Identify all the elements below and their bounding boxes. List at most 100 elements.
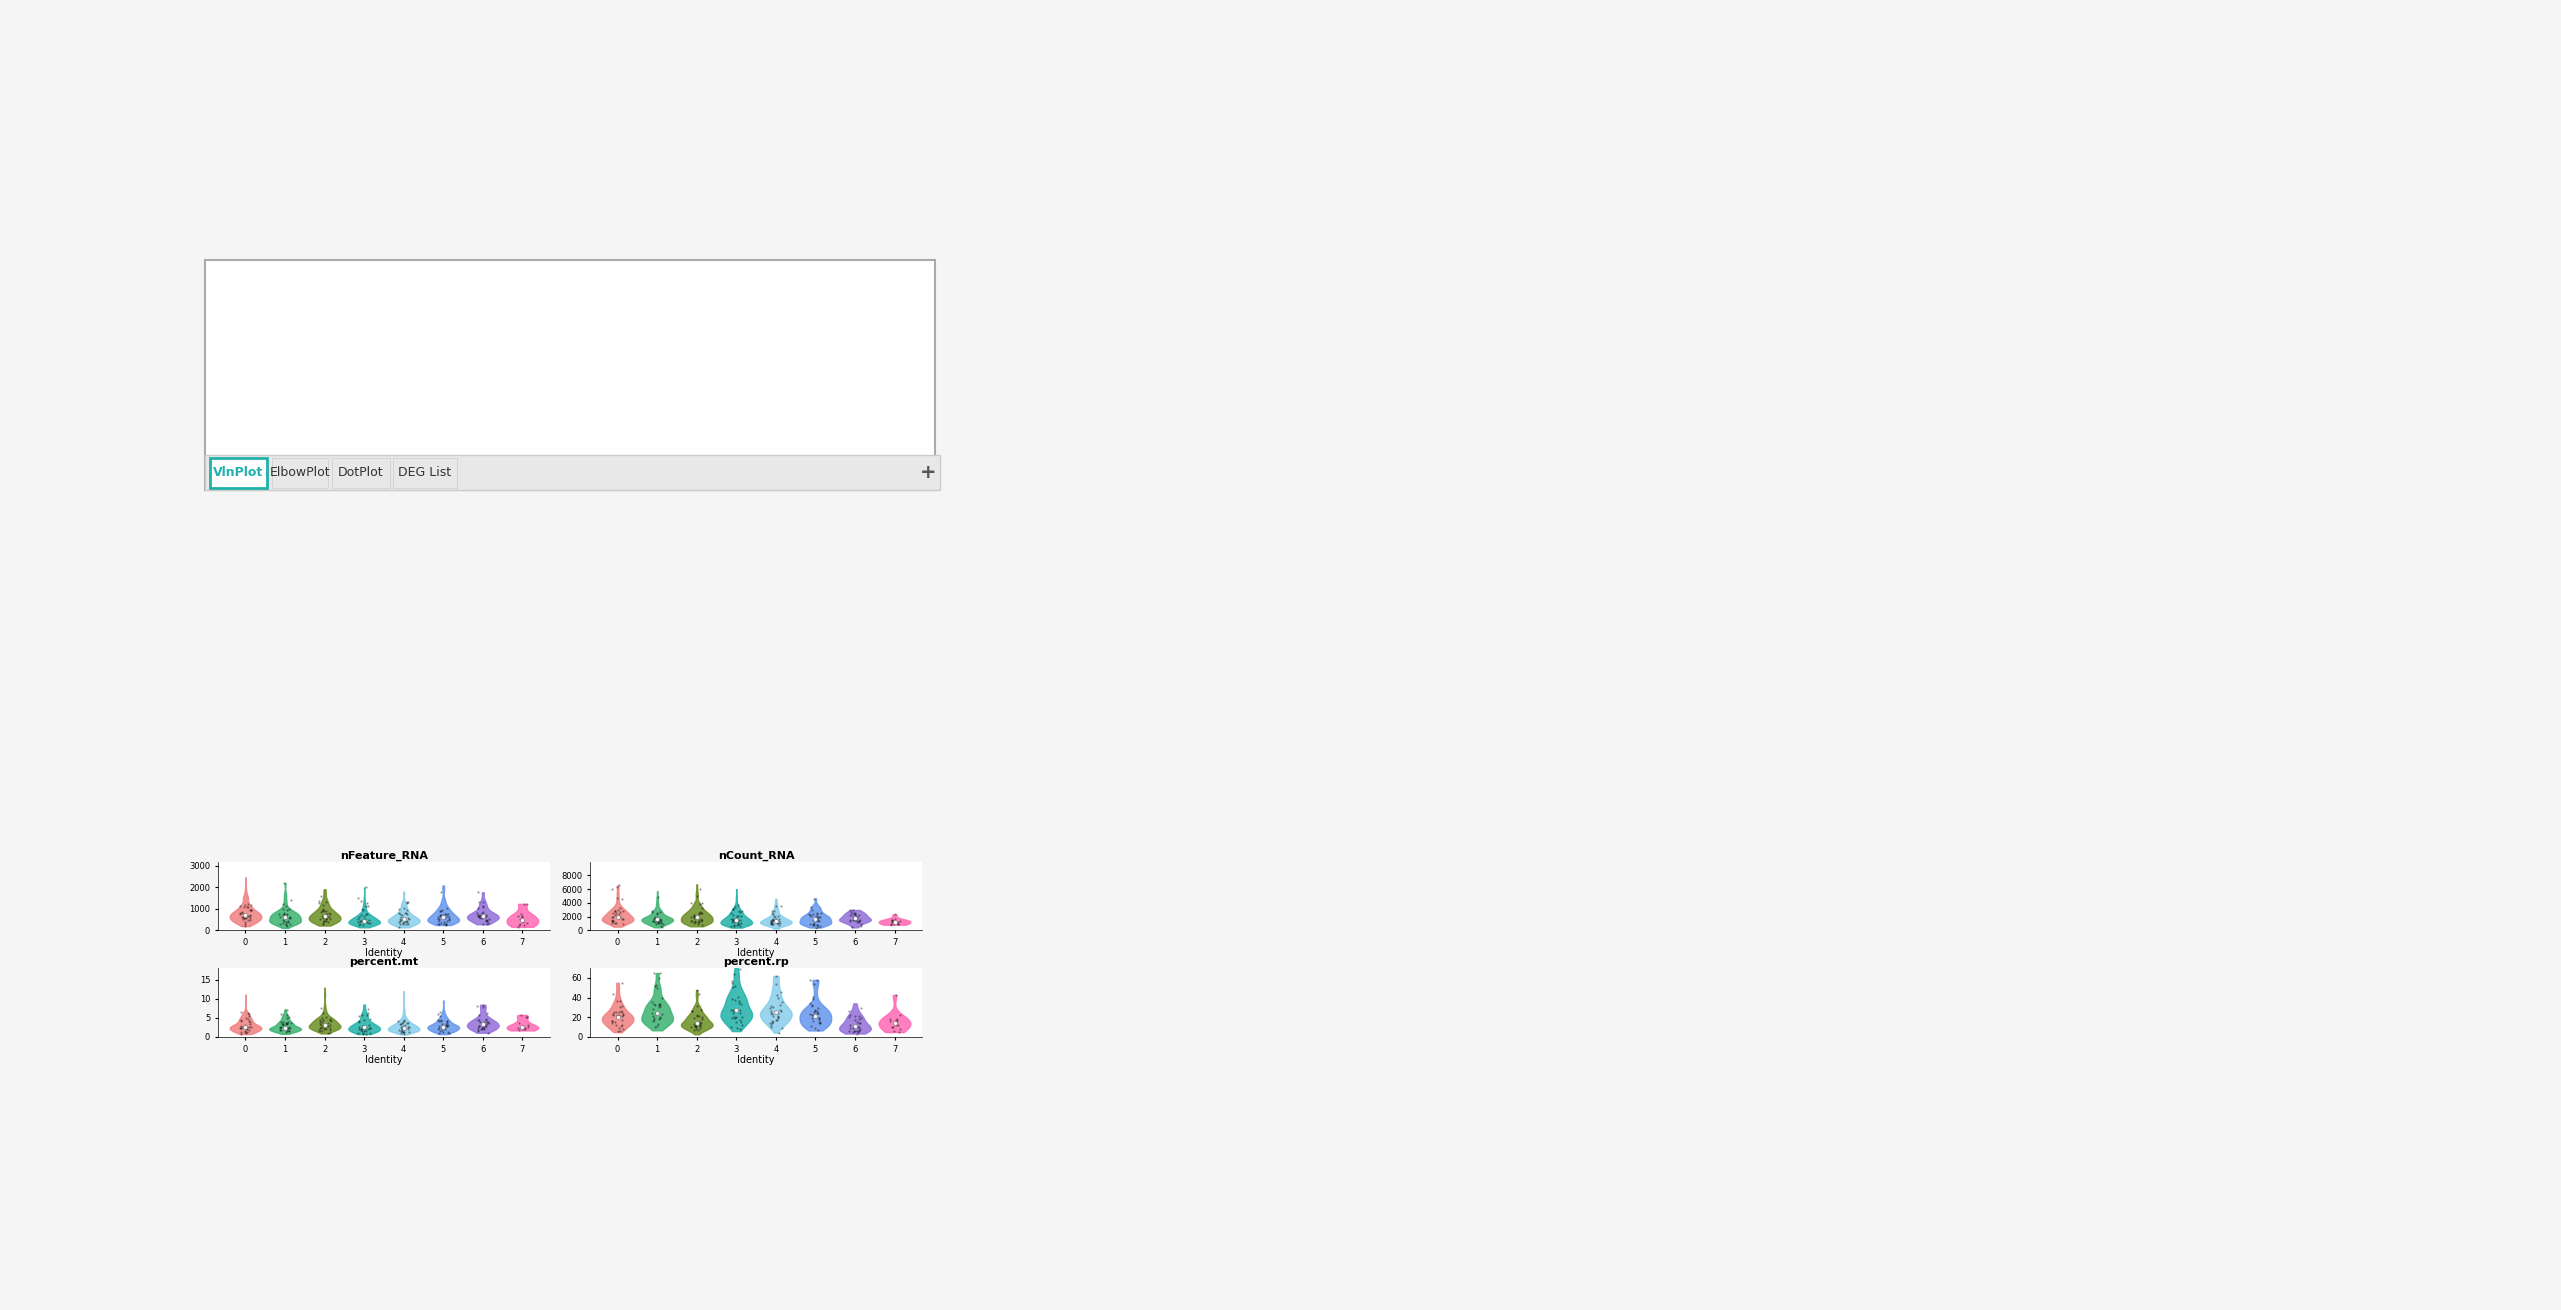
Point <box>343 910 384 931</box>
Point <box>310 1017 351 1038</box>
Point <box>302 1018 343 1039</box>
Point <box>420 1020 461 1041</box>
Point <box>633 901 674 922</box>
Point <box>592 910 633 931</box>
Point <box>602 1003 643 1024</box>
Point <box>343 1009 384 1030</box>
Point <box>796 914 837 935</box>
Point <box>261 1011 302 1032</box>
Point <box>878 1019 919 1040</box>
Point <box>425 910 466 931</box>
Point <box>676 996 717 1017</box>
Point <box>220 1017 261 1038</box>
Point <box>417 910 458 931</box>
Point <box>379 908 420 929</box>
Title: nCount_RNA: nCount_RNA <box>717 850 794 861</box>
Point <box>346 876 387 897</box>
Point <box>464 1017 505 1038</box>
Point <box>640 993 681 1014</box>
Point <box>643 914 684 935</box>
Point <box>592 879 633 900</box>
Point <box>505 1018 545 1039</box>
Point <box>755 909 796 930</box>
Point <box>302 1017 343 1038</box>
Point <box>712 973 753 994</box>
Point <box>384 897 425 918</box>
Point <box>220 907 261 927</box>
Point <box>230 905 271 926</box>
Point <box>679 903 720 924</box>
Point <box>794 973 835 994</box>
Point <box>635 909 676 930</box>
Point <box>464 996 505 1017</box>
Point <box>269 1013 310 1034</box>
Point <box>225 1007 266 1028</box>
Point <box>423 1017 464 1038</box>
Point <box>599 903 640 924</box>
Point <box>497 905 538 926</box>
Point <box>502 907 543 927</box>
Point <box>796 907 837 927</box>
Point <box>676 1005 717 1026</box>
Point <box>750 912 791 933</box>
Point <box>230 1014 271 1035</box>
Point <box>382 1018 423 1039</box>
Point <box>717 1018 758 1039</box>
Point <box>638 912 679 933</box>
Point <box>597 1014 638 1035</box>
Point <box>796 997 837 1018</box>
Point <box>835 909 876 930</box>
Point <box>753 909 794 930</box>
Point <box>458 1010 499 1031</box>
Point <box>300 1013 341 1034</box>
Point <box>715 1006 755 1027</box>
Point <box>428 909 469 930</box>
Point <box>423 904 464 925</box>
Point <box>458 1005 499 1026</box>
Point <box>835 908 876 929</box>
Point <box>458 1010 499 1031</box>
Point <box>387 1013 428 1034</box>
Point <box>796 969 837 990</box>
Point <box>384 1015 425 1036</box>
Point <box>876 912 917 933</box>
Point <box>376 1011 417 1032</box>
Point <box>466 1009 507 1030</box>
Point <box>343 912 384 933</box>
Point <box>712 977 753 998</box>
Point <box>602 1018 643 1039</box>
Point <box>640 988 681 1009</box>
Point <box>461 1018 502 1039</box>
Point <box>469 909 510 930</box>
Point <box>640 1007 681 1028</box>
Point <box>456 903 497 924</box>
Point <box>633 1010 674 1031</box>
Point <box>674 1019 715 1040</box>
Point <box>876 985 917 1006</box>
Point <box>758 905 799 926</box>
Point <box>799 1007 840 1028</box>
Point <box>300 1011 341 1032</box>
Point <box>796 907 837 927</box>
Point <box>679 901 720 922</box>
Point <box>464 892 505 913</box>
Point <box>671 1001 712 1022</box>
Point <box>597 907 638 927</box>
Point <box>681 910 722 931</box>
Point <box>461 1011 502 1032</box>
Point <box>305 903 346 924</box>
Point <box>228 1017 269 1038</box>
Point <box>681 1000 722 1020</box>
Point <box>341 1020 382 1041</box>
Point <box>837 1020 878 1041</box>
Point <box>264 903 305 924</box>
Point <box>225 914 266 935</box>
Point <box>461 1017 502 1038</box>
Point <box>384 913 425 934</box>
Point <box>461 905 502 926</box>
Point <box>466 914 507 935</box>
Point <box>461 905 502 926</box>
Point <box>674 905 715 926</box>
Point <box>832 903 873 924</box>
Point <box>307 907 348 927</box>
